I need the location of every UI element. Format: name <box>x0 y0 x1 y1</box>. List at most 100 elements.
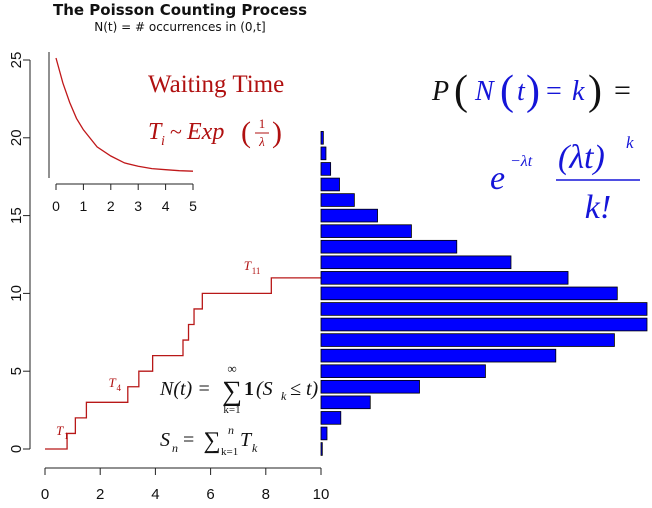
arrival-label-subscript: 4 <box>116 383 121 393</box>
n-indicator: 1 <box>244 378 254 400</box>
p-num-pow: k <box>626 133 634 152</box>
waiting-time-inset: 0 1 2 3 4 5 <box>48 52 197 214</box>
pmf-bar <box>320 426 328 441</box>
exponential-density-curve <box>55 57 194 172</box>
arrival-label-T: T <box>244 258 252 273</box>
pmf-bar <box>320 193 355 207</box>
pmf-bar <box>320 317 648 332</box>
s-lhs-sub: n <box>172 441 178 455</box>
p-den: k! <box>585 189 611 226</box>
p-exp: −λt <box>510 153 533 170</box>
pmf-bars <box>320 131 648 456</box>
p-P: P <box>431 76 449 107</box>
p-t: t <box>517 76 526 107</box>
pmf-bar <box>320 146 327 161</box>
main-axes <box>29 60 321 469</box>
waiting-frac-den: λ <box>258 134 265 149</box>
n-sum-top: ∞ <box>227 361 236 376</box>
pmf-formula: P ( N ( t ) = k ) = e −λt (λt) k k! <box>431 68 640 226</box>
n-lhs: N(t) = <box>159 378 211 400</box>
inset-x-tick-label: 4 <box>162 198 170 214</box>
main-x-tick-label: 10 <box>313 486 330 503</box>
main-x-tick-label: 6 <box>206 486 214 503</box>
n-rhs-end: ≤ t) <box>290 378 319 400</box>
pmf-bar <box>320 255 512 270</box>
main-y-tick-label: 15 <box>8 207 25 224</box>
inset-x-tick-label: 3 <box>134 198 142 214</box>
waiting-T-sub: i <box>161 134 165 149</box>
p-rparen-outer: ) <box>588 68 602 114</box>
arrival-label-subscript: 1 <box>64 431 69 441</box>
p-rparen-inner: ) <box>526 68 540 114</box>
n-rhs-sub: k <box>281 389 287 403</box>
main-y-tick-label: 20 <box>8 129 25 146</box>
main-y-ticks: 0 5 10 15 20 25 <box>8 52 30 453</box>
main-title: The Poisson Counting Process <box>53 1 307 19</box>
p-eq2: = <box>614 74 631 107</box>
pmf-bar <box>320 395 371 410</box>
waiting-frac-num: 1 <box>259 116 266 131</box>
n-sum-bottom: k=1 <box>223 404 240 416</box>
main-x-tick-label: 8 <box>262 486 270 503</box>
s-T-sub: k <box>252 441 258 455</box>
waiting-T: T <box>148 119 163 145</box>
pmf-bar <box>320 239 458 254</box>
inset-x-tick-label: 2 <box>107 198 115 214</box>
arrival-label-T: T <box>56 423 64 438</box>
pmf-bar <box>320 271 569 285</box>
main-subtitle: N(t) = # occurrences in (0,t] <box>94 20 265 34</box>
s-eq: = <box>183 429 194 451</box>
pmf-bar <box>320 208 378 223</box>
pmf-bar <box>320 333 615 347</box>
inset-x-tick-label: 1 <box>80 198 88 214</box>
inset-x-ticks: 0 1 2 3 4 5 <box>52 184 197 214</box>
pmf-bar <box>320 286 618 301</box>
pmf-bar <box>320 411 342 425</box>
pmf-bar <box>320 162 332 176</box>
pmf-bar <box>320 364 486 378</box>
p-num: (λt) <box>558 139 605 176</box>
p-N: N <box>474 76 495 107</box>
pmf-bar <box>320 177 340 192</box>
n-rhs: (S <box>256 378 273 400</box>
pmf-bar <box>320 131 324 145</box>
pmf-bar <box>320 224 412 238</box>
pmf-bar <box>320 442 323 456</box>
waiting-exp: Exp <box>186 119 224 145</box>
s-sum-symbol: ∑ <box>203 428 220 454</box>
waiting-sim: ~ <box>170 119 182 144</box>
p-k: k <box>572 76 585 107</box>
waiting-rparen: ) <box>272 116 282 149</box>
main-y-tick-label: 10 <box>8 285 25 302</box>
p-e: e <box>490 160 505 197</box>
inset-x-tick-label: 5 <box>189 198 197 214</box>
counting-process-steps <box>45 277 321 450</box>
p-lparen-outer: ( <box>454 68 468 114</box>
s-lhs: S <box>160 429 170 451</box>
pmf-bar <box>320 348 557 363</box>
main-x-ticks: 0 2 4 6 8 10 <box>41 468 330 503</box>
pmf-bar <box>320 302 648 316</box>
arrival-label-T: T <box>108 375 116 390</box>
main-x-tick-label: 0 <box>41 486 49 503</box>
s-T: T <box>240 429 253 451</box>
counting-formula: N(t) = ∞ ∑ k=1 1 (S k ≤ t) <box>159 361 319 416</box>
waiting-time-formula: T i ~ Exp ( 1 λ ) <box>148 116 282 149</box>
arrival-labels: T 1T 4T 11 <box>56 258 260 441</box>
n-sum-symbol: ∑ <box>222 376 242 407</box>
waiting-time-label: Waiting Time <box>148 71 284 98</box>
main-x-tick-label: 2 <box>96 486 104 503</box>
s-sum-top: n <box>228 423 234 437</box>
main-y-tick-label: 25 <box>8 52 25 69</box>
s-sum-bottom: k=1 <box>221 446 238 458</box>
pmf-bar <box>320 379 420 394</box>
main-x-tick-label: 4 <box>151 486 159 503</box>
main-y-tick-label: 5 <box>8 367 25 375</box>
inset-x-tick-label: 0 <box>52 198 60 214</box>
arrival-label-subscript: 11 <box>252 266 261 276</box>
counting-process-line <box>45 277 321 450</box>
p-eq1: = <box>546 76 562 107</box>
arrival-sum-formula: S n = ∑ n k=1 T k <box>160 423 258 458</box>
